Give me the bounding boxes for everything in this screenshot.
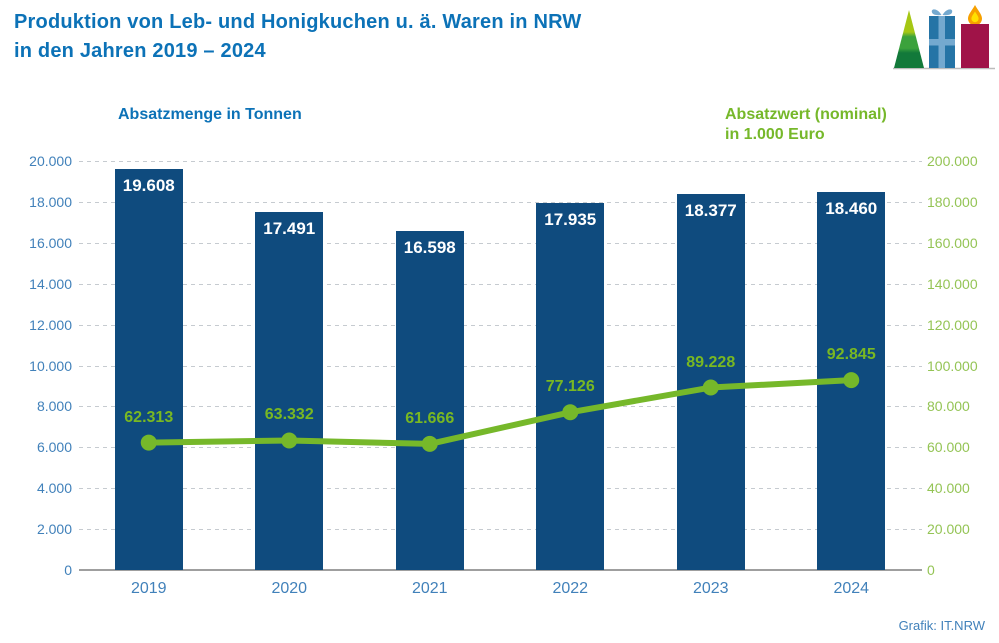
bar-value-label: 18.460 xyxy=(825,199,878,219)
bar-2020 xyxy=(255,212,324,570)
gridline xyxy=(78,529,922,531)
left-axis-tick-label: 4.000 xyxy=(36,480,72,497)
christmas-tree-icon xyxy=(894,10,924,68)
left-axis-tick-label: 0 xyxy=(64,562,72,578)
right-axis-tick-label: 140.000 xyxy=(927,275,978,292)
holiday-icons-svg xyxy=(893,5,995,70)
x-axis-category-label: 2020 xyxy=(271,580,308,597)
gridline xyxy=(78,201,922,203)
candle-icon xyxy=(961,5,989,68)
gift-icon xyxy=(929,9,955,68)
line-value-label: 61.666 xyxy=(405,409,455,427)
page-title: Produktion von Leb- und Honigkuchen u. ä… xyxy=(14,11,582,62)
bar-2024 xyxy=(817,192,886,570)
right-axis-tick-label: 200.000 xyxy=(927,153,978,169)
bar-2021 xyxy=(395,230,464,570)
bar-2019 xyxy=(114,169,183,570)
x-axis-category-label: 2024 xyxy=(833,580,870,597)
right-axis-tick-label: 160.000 xyxy=(927,234,978,251)
gridline xyxy=(78,488,922,490)
right-axis-tick-label: 40.000 xyxy=(927,480,970,497)
bar-value-label: 19.608 xyxy=(122,176,175,196)
gridline xyxy=(78,283,922,285)
legend-line-series: Absatzwert (nominal) in 1.000 Euro xyxy=(725,106,887,143)
right-axis-tick-label: 0 xyxy=(927,562,935,578)
bar-value-label: 16.598 xyxy=(403,237,456,257)
holiday-icons xyxy=(893,2,995,74)
x-axis-category-label: 2019 xyxy=(130,580,167,597)
gridline xyxy=(78,161,922,162)
gridline xyxy=(78,365,922,367)
right-axis-tick-label: 60.000 xyxy=(927,439,970,456)
right-axis-tick-label: 20.000 xyxy=(927,521,970,538)
line-value-label: 63.332 xyxy=(264,406,314,424)
gridline xyxy=(78,324,922,326)
bar-value-label: 17.935 xyxy=(544,210,597,230)
line-value-label: 89.228 xyxy=(686,353,736,371)
left-axis-tick-label: 12.000 xyxy=(29,316,72,333)
bar-value-label: 18.377 xyxy=(684,201,737,221)
line-value-label: 77.126 xyxy=(545,378,595,396)
left-axis-tick-label: 20.000 xyxy=(29,153,72,169)
right-axis-tick-label: 80.000 xyxy=(927,398,970,415)
left-axis-tick-label: 16.000 xyxy=(29,234,72,251)
left-axis-tick-label: 18.000 xyxy=(29,193,72,210)
line-value-label: 92.845 xyxy=(826,346,876,364)
left-axis-tick-label: 14.000 xyxy=(29,275,72,292)
left-axis-tick-label: 8.000 xyxy=(36,398,72,415)
gridline xyxy=(78,406,922,408)
x-axis-category-label: 2022 xyxy=(552,580,589,597)
line-value-label: 62.313 xyxy=(124,408,174,426)
x-axis-category-label: 2023 xyxy=(692,580,729,597)
legend-bar-series: Absatzmenge in Tonnen xyxy=(118,106,302,123)
left-axis-tick-label: 6.000 xyxy=(36,439,72,456)
credit-text: Grafik: IT.NRW xyxy=(898,618,985,633)
bar-2023 xyxy=(676,194,745,570)
right-axis-tick-label: 120.000 xyxy=(927,316,978,333)
gridline xyxy=(78,242,922,244)
left-axis-tick-label: 2.000 xyxy=(36,521,72,538)
right-axis-tick-label: 180.000 xyxy=(927,193,978,210)
gridline xyxy=(78,447,922,449)
bar-value-label: 17.491 xyxy=(263,219,316,239)
x-axis-category-label: 2021 xyxy=(411,580,448,597)
left-axis-tick-label: 10.000 xyxy=(29,357,72,374)
x-axis-baseline xyxy=(78,569,922,571)
right-axis-tick-label: 100.000 xyxy=(927,357,978,374)
